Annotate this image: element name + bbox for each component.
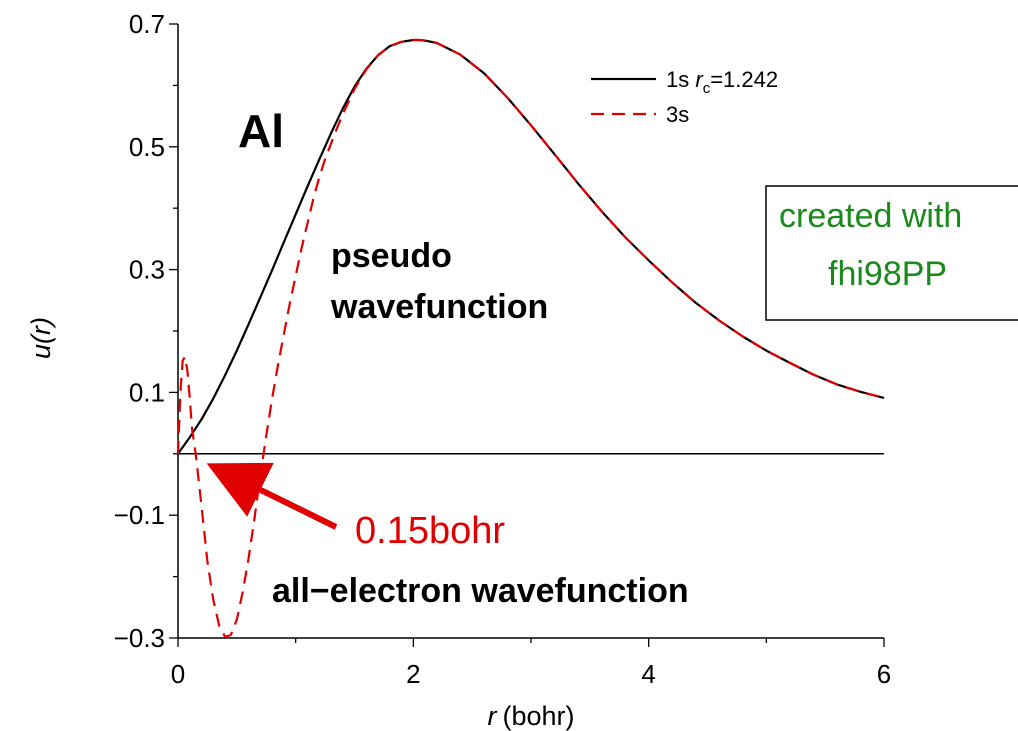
x-axis-var: r xyxy=(487,701,497,731)
credit-box-frame xyxy=(765,185,1018,321)
element-label: Al xyxy=(238,105,284,157)
x-tick-label: 2 xyxy=(406,659,420,689)
legend: 1s rc=1.242 3s xyxy=(591,67,778,127)
series-line-3s xyxy=(176,38,885,638)
all-electron-label: all−electron wavefunction xyxy=(272,572,689,610)
legend-label-3s: 3s xyxy=(666,102,689,127)
legend-label-1s: 1s rc=1.242 xyxy=(666,67,778,97)
x-tick-label: 0 xyxy=(171,659,185,689)
legend-1s-var: r xyxy=(695,67,704,92)
x-tick-label: 4 xyxy=(641,659,655,689)
y-tick-label: 0.7 xyxy=(129,9,165,39)
y-tick-label: 0.1 xyxy=(129,377,165,407)
y-axis-title: u(r) xyxy=(26,317,56,359)
pseudo-label-line1: pseudo xyxy=(331,237,452,275)
x-tick-label: 6 xyxy=(877,659,891,689)
x-axis-unit: (bohr) xyxy=(502,701,574,731)
ticks: 0 2 4 6 0.7 0.5 0.3 0.1 −0.1 −0.3 xyxy=(114,9,892,689)
pseudo-label-line2: wavefunction xyxy=(330,288,548,326)
credit-box: created with fhi98PP xyxy=(765,185,1018,321)
legend-1s-sub: c xyxy=(703,80,711,97)
legend-1s-suffix: =1.242 xyxy=(710,67,778,92)
credit-line2: fhi98PP xyxy=(828,255,947,293)
credit-line1: created with xyxy=(779,197,962,235)
y-tick-label: −0.3 xyxy=(114,623,165,653)
y-tick-label: 0.5 xyxy=(129,132,165,162)
y-tick-label: 0.3 xyxy=(129,255,165,285)
series-layer xyxy=(176,38,885,638)
x-axis-title: r (bohr) xyxy=(487,701,574,731)
y-tick-label: −0.1 xyxy=(114,500,165,530)
cutoff-label: 0.15bohr xyxy=(355,510,505,552)
cutoff-arrow xyxy=(206,462,338,530)
legend-1s-prefix: 1s xyxy=(666,67,695,92)
